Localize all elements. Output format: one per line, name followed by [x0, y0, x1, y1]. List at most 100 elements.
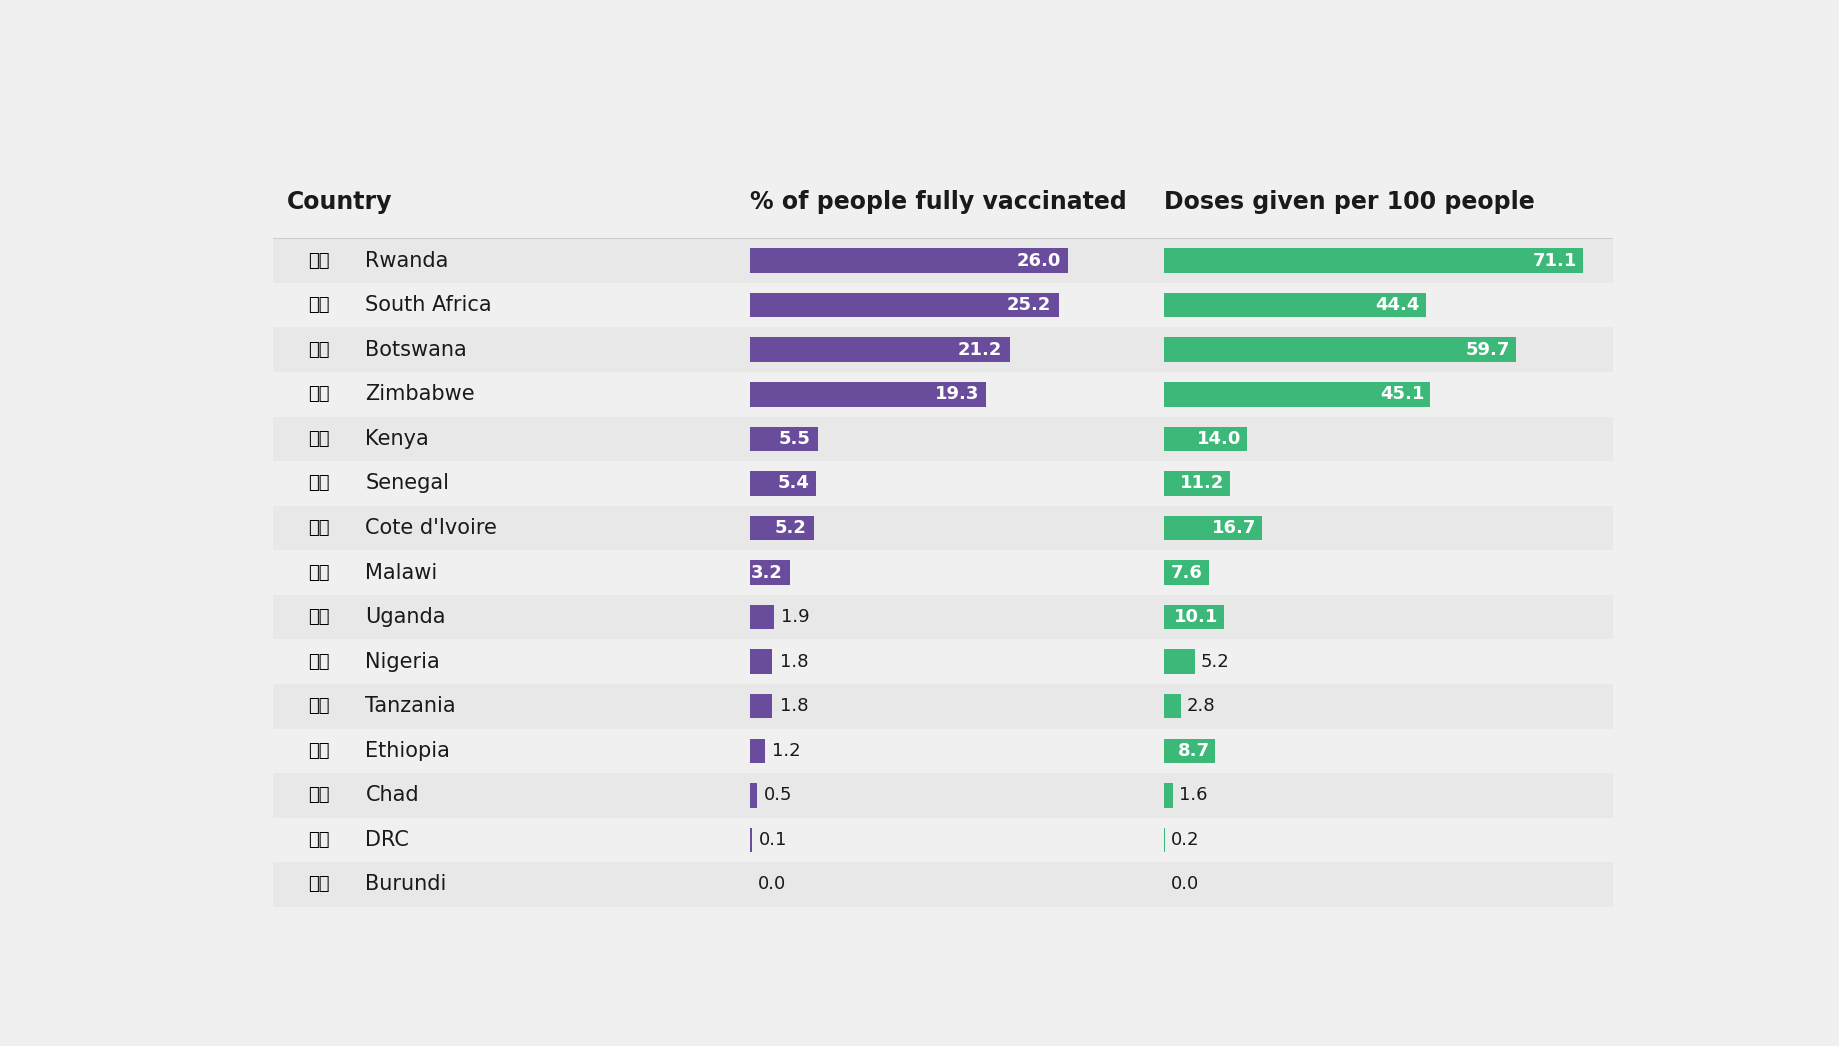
FancyBboxPatch shape [750, 738, 765, 763]
Text: 0.5: 0.5 [763, 787, 793, 804]
FancyBboxPatch shape [272, 818, 1613, 862]
Text: DRC: DRC [366, 829, 408, 850]
FancyBboxPatch shape [1164, 738, 1214, 763]
Text: Ethiopia: Ethiopia [366, 741, 451, 760]
Text: 5.2: 5.2 [1199, 653, 1228, 670]
Text: 14.0: 14.0 [1195, 430, 1239, 448]
Text: 🇳🇬: 🇳🇬 [309, 653, 329, 670]
FancyBboxPatch shape [272, 595, 1613, 639]
Text: % of people fully vaccinated: % of people fully vaccinated [750, 189, 1127, 213]
Text: 5.4: 5.4 [778, 475, 809, 493]
FancyBboxPatch shape [1164, 561, 1208, 585]
FancyBboxPatch shape [272, 416, 1613, 461]
Text: 59.7: 59.7 [1466, 341, 1510, 359]
FancyBboxPatch shape [750, 693, 772, 719]
Text: 5.5: 5.5 [778, 430, 811, 448]
FancyBboxPatch shape [1164, 783, 1173, 808]
FancyBboxPatch shape [1164, 427, 1245, 451]
Text: Kenya: Kenya [366, 429, 428, 449]
Text: 1.6: 1.6 [1179, 787, 1206, 804]
FancyBboxPatch shape [272, 773, 1613, 818]
FancyBboxPatch shape [750, 605, 772, 630]
Text: Burundi: Burundi [366, 874, 447, 894]
Text: 26.0: 26.0 [1017, 251, 1061, 270]
Text: 🇲🇼: 🇲🇼 [309, 564, 329, 582]
FancyBboxPatch shape [750, 516, 813, 540]
Text: 0.0: 0.0 [758, 876, 785, 893]
FancyBboxPatch shape [750, 248, 1068, 273]
Text: 🇧🇮: 🇧🇮 [309, 876, 329, 893]
Text: Country: Country [287, 189, 392, 213]
FancyBboxPatch shape [750, 382, 986, 407]
Text: 19.3: 19.3 [934, 385, 978, 404]
Text: 45.1: 45.1 [1379, 385, 1423, 404]
Text: 🇹🇿: 🇹🇿 [309, 698, 329, 715]
Text: 71.1: 71.1 [1532, 251, 1576, 270]
FancyBboxPatch shape [750, 427, 817, 451]
Text: Uganda: Uganda [366, 607, 445, 628]
FancyBboxPatch shape [272, 327, 1613, 372]
Text: 10.1: 10.1 [1173, 608, 1217, 627]
FancyBboxPatch shape [750, 338, 1010, 362]
Text: 1.2: 1.2 [772, 742, 800, 759]
FancyBboxPatch shape [1164, 605, 1223, 630]
FancyBboxPatch shape [272, 372, 1613, 416]
FancyBboxPatch shape [272, 684, 1613, 728]
Text: Senegal: Senegal [366, 474, 449, 494]
Text: 0.0: 0.0 [1171, 876, 1199, 893]
FancyBboxPatch shape [272, 238, 1613, 282]
FancyBboxPatch shape [1164, 471, 1230, 496]
Text: 🇿🇼: 🇿🇼 [309, 385, 329, 404]
FancyBboxPatch shape [272, 639, 1613, 684]
Text: Tanzania: Tanzania [366, 697, 456, 717]
Text: 🇸🇳: 🇸🇳 [309, 475, 329, 493]
Text: 25.2: 25.2 [1006, 296, 1050, 314]
Text: 3.2: 3.2 [750, 564, 782, 582]
FancyBboxPatch shape [750, 650, 772, 674]
Text: 🇰🇪: 🇰🇪 [309, 430, 329, 448]
Text: 11.2: 11.2 [1179, 475, 1223, 493]
Text: 1.8: 1.8 [780, 653, 807, 670]
FancyBboxPatch shape [1164, 248, 1582, 273]
Text: 🇧🇼: 🇧🇼 [309, 341, 329, 359]
Text: 🇹🇩: 🇹🇩 [309, 787, 329, 804]
Text: South Africa: South Africa [366, 295, 491, 315]
FancyBboxPatch shape [750, 293, 1057, 317]
Text: 1.9: 1.9 [780, 608, 809, 627]
FancyBboxPatch shape [1164, 516, 1262, 540]
Text: 2.8: 2.8 [1186, 698, 1214, 715]
Text: 🇨🇩: 🇨🇩 [309, 831, 329, 849]
FancyBboxPatch shape [750, 471, 817, 496]
Text: 🇺🇬: 🇺🇬 [309, 608, 329, 627]
FancyBboxPatch shape [272, 550, 1613, 595]
Text: 21.2: 21.2 [958, 341, 1002, 359]
FancyBboxPatch shape [272, 282, 1613, 327]
Text: 🇨🇮: 🇨🇮 [309, 519, 329, 537]
Text: 8.7: 8.7 [1177, 742, 1208, 759]
Text: Zimbabwe: Zimbabwe [366, 384, 474, 404]
Text: 7.6: 7.6 [1171, 564, 1203, 582]
Text: Nigeria: Nigeria [366, 652, 440, 672]
Text: 🇪🇹: 🇪🇹 [309, 742, 329, 759]
FancyBboxPatch shape [1164, 693, 1181, 719]
Text: Chad: Chad [366, 786, 419, 805]
Text: 5.2: 5.2 [774, 519, 807, 537]
Text: 🇷🇼: 🇷🇼 [309, 251, 329, 270]
FancyBboxPatch shape [750, 561, 789, 585]
Text: 🇿🇦: 🇿🇦 [309, 296, 329, 314]
FancyBboxPatch shape [1164, 293, 1425, 317]
Text: Doses given per 100 people: Doses given per 100 people [1164, 189, 1534, 213]
FancyBboxPatch shape [272, 862, 1613, 907]
FancyBboxPatch shape [750, 783, 756, 808]
FancyBboxPatch shape [1164, 650, 1194, 674]
FancyBboxPatch shape [272, 728, 1613, 773]
FancyBboxPatch shape [1164, 338, 1515, 362]
FancyBboxPatch shape [1164, 382, 1429, 407]
FancyBboxPatch shape [272, 505, 1613, 550]
Text: Cote d'Ivoire: Cote d'Ivoire [366, 518, 497, 538]
Text: 1.8: 1.8 [780, 698, 807, 715]
Text: 44.4: 44.4 [1376, 296, 1420, 314]
Text: 0.2: 0.2 [1170, 831, 1199, 849]
Text: Rwanda: Rwanda [366, 251, 449, 271]
Text: Botswana: Botswana [366, 340, 467, 360]
